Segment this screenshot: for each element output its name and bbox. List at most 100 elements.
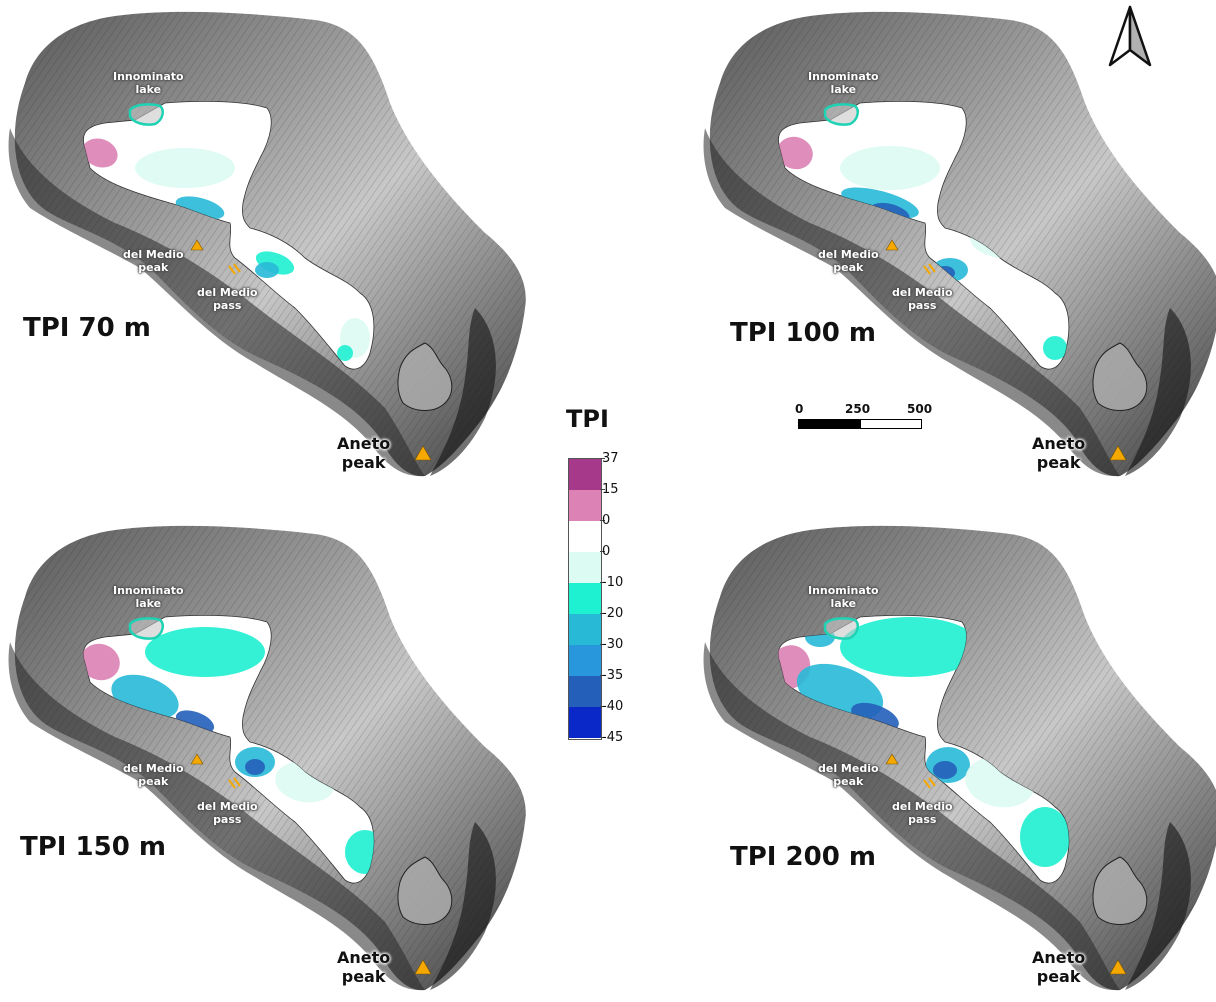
aneto-peak-label: Aneto peak bbox=[1032, 948, 1086, 986]
legend-tick-label: -10 bbox=[602, 575, 624, 590]
tpi-class-patch bbox=[83, 643, 120, 681]
pass-marker bbox=[923, 777, 936, 789]
del-medio-pass-label: del Medio pass bbox=[197, 800, 258, 826]
tpi-classes bbox=[83, 138, 370, 361]
scale-bar-white-segment bbox=[860, 419, 922, 429]
legend-tick-mark bbox=[600, 644, 605, 645]
legend-swatch bbox=[569, 552, 601, 583]
lake-outline bbox=[823, 103, 859, 126]
lake-outline bbox=[128, 103, 164, 126]
scale-bar: 0 250 500 m bbox=[795, 402, 935, 432]
lake-label: Innominato lake bbox=[113, 70, 184, 96]
triangle-peak-icon bbox=[1109, 445, 1127, 461]
scale-bar-label-0: 0 bbox=[795, 402, 804, 416]
del-medio-pass-label: del Medio pass bbox=[892, 286, 953, 312]
map-panel-tpi-100: TPI 100 m Innominato lake del Medio peak del … bbox=[700, 8, 1216, 488]
north-arrow-icon bbox=[1108, 5, 1152, 67]
dark-ridge bbox=[8, 642, 426, 991]
legend-color-bar bbox=[568, 458, 602, 740]
legend-tick-label: -30 bbox=[602, 637, 624, 652]
tpi-legend: TPI 37 15 0 0 -10 -20 -30 -35 -40 -45 bbox=[540, 405, 640, 750]
scale-bar-label-250: 250 bbox=[845, 402, 871, 416]
del-medio-peak-label: del Medio peak bbox=[818, 762, 879, 788]
legend-tick-mark bbox=[600, 458, 605, 459]
legend-tick-mark bbox=[600, 706, 605, 707]
sub-basin-outline bbox=[397, 856, 453, 925]
sub-basin-outline bbox=[1092, 342, 1148, 411]
map-panel-graphic bbox=[8, 11, 526, 477]
pass-marker bbox=[923, 263, 936, 275]
legend-title: TPI bbox=[566, 405, 609, 433]
legend-tick-mark bbox=[600, 520, 605, 521]
map-panel-graphic bbox=[8, 525, 526, 991]
tpi-class-patch bbox=[1043, 336, 1067, 360]
sub-basin-outline bbox=[1092, 856, 1148, 925]
legend-swatch bbox=[569, 645, 601, 676]
legend-swatch bbox=[569, 521, 601, 552]
map-panel-graphic bbox=[703, 525, 1216, 991]
panel-title: TPI 150 m bbox=[20, 832, 166, 862]
aneto-peak-label: Aneto peak bbox=[1032, 434, 1086, 472]
tpi-class-patch bbox=[145, 627, 265, 677]
panel-title: TPI 200 m bbox=[730, 842, 876, 872]
legend-tick-label: 37 bbox=[602, 451, 619, 466]
legend-tick-mark bbox=[600, 737, 605, 738]
tpi-class-patch bbox=[245, 759, 265, 775]
legend-tick-label: 15 bbox=[602, 482, 619, 497]
dark-ridge bbox=[703, 128, 1120, 477]
tpi-class-patch bbox=[1020, 807, 1069, 867]
lake-outline bbox=[128, 617, 164, 640]
legend-swatch bbox=[569, 583, 601, 614]
tpi-classes bbox=[83, 627, 374, 874]
panel-title: TPI 70 m bbox=[23, 313, 151, 343]
dark-ridge bbox=[703, 642, 1120, 991]
aneto-peak-label: Aneto peak bbox=[337, 948, 391, 986]
lake-outline bbox=[823, 617, 859, 640]
map-panel-graphic bbox=[703, 11, 1216, 477]
triangle-peak-icon bbox=[414, 959, 432, 975]
lake-label: Innominato lake bbox=[808, 70, 879, 96]
map-panel-tpi-70: TPI 70 m Innominato lake del Medio peak del M… bbox=[5, 8, 545, 488]
legend-tick-label: -35 bbox=[602, 668, 624, 683]
legend-tick-mark bbox=[600, 551, 605, 552]
tpi-class-patch bbox=[337, 345, 353, 361]
tpi-class-patch bbox=[83, 138, 118, 168]
legend-swatch bbox=[569, 707, 601, 738]
legend-swatch bbox=[569, 676, 601, 707]
dark-ridge bbox=[8, 128, 426, 477]
del-medio-peak-label: del Medio peak bbox=[123, 762, 184, 788]
lake-label: Innominato lake bbox=[808, 584, 879, 610]
triangle-peak-icon bbox=[1109, 959, 1127, 975]
scale-bar-black-segment bbox=[798, 419, 862, 429]
legend-tick-label: -20 bbox=[602, 606, 624, 621]
tpi-class-patch bbox=[933, 761, 957, 779]
legend-tick-label: 0 bbox=[602, 544, 611, 559]
legend-tick-mark bbox=[600, 582, 605, 583]
tpi-class-patch bbox=[135, 148, 235, 188]
pass-marker bbox=[228, 777, 241, 789]
panel-title: TPI 100 m bbox=[730, 318, 876, 348]
tpi-class-patch bbox=[255, 262, 279, 278]
del-medio-peak-label: del Medio peak bbox=[123, 248, 184, 274]
tpi-class-patch bbox=[840, 617, 980, 677]
del-medio-pass-label: del Medio pass bbox=[197, 286, 258, 312]
legend-swatch bbox=[569, 490, 601, 521]
legend-tick-label: -45 bbox=[602, 730, 624, 745]
legend-swatch bbox=[569, 614, 601, 645]
aneto-peak-label: Aneto peak bbox=[337, 434, 391, 472]
triangle-peak-icon bbox=[885, 753, 899, 765]
legend-tick-label: -40 bbox=[602, 699, 624, 714]
lake-label: Innominato lake bbox=[113, 584, 184, 610]
triangle-peak-icon bbox=[190, 239, 204, 251]
legend-swatch bbox=[569, 459, 601, 490]
sub-basin-outline bbox=[397, 342, 453, 411]
triangle-peak-icon bbox=[414, 445, 432, 461]
map-panel-tpi-150: TPI 150 m Innominato lake del Medio peak del … bbox=[5, 522, 545, 1002]
map-panel-tpi-200: TPI 200 m Innominato lake del Medio peak del … bbox=[700, 522, 1216, 1002]
legend-tick-label: 0 bbox=[602, 513, 611, 528]
triangle-peak-icon bbox=[885, 239, 899, 251]
legend-tick-mark bbox=[600, 675, 605, 676]
legend-tick-mark bbox=[600, 613, 605, 614]
triangle-peak-icon bbox=[190, 753, 204, 765]
